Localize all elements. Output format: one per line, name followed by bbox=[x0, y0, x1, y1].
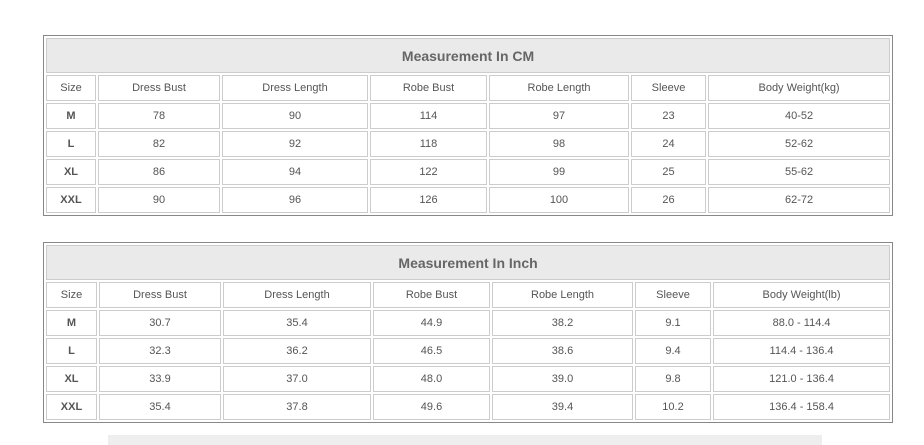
value-cell: 126 bbox=[370, 187, 487, 213]
size-cell: XXL bbox=[46, 394, 97, 420]
value-cell: 37.8 bbox=[223, 394, 371, 420]
table-row: XXL 90 96 126 100 26 62-72 bbox=[46, 187, 891, 213]
column-header: Size bbox=[46, 282, 97, 308]
value-cell: 39.0 bbox=[492, 366, 633, 392]
value-cell: 114.4 - 136.4 bbox=[713, 338, 891, 364]
table-row: L 82 92 118 98 24 52-62 bbox=[46, 131, 891, 157]
value-cell: 98 bbox=[489, 131, 629, 157]
column-header: Dress Length bbox=[222, 75, 368, 101]
value-cell: 49.6 bbox=[373, 394, 490, 420]
value-cell: 26 bbox=[631, 187, 706, 213]
value-cell: 121.0 - 136.4 bbox=[713, 366, 891, 392]
value-cell: 24 bbox=[631, 131, 706, 157]
column-header: Robe Bust bbox=[373, 282, 490, 308]
value-cell: 25 bbox=[631, 159, 706, 185]
value-cell: 35.4 bbox=[99, 394, 221, 420]
value-cell: 90 bbox=[98, 187, 220, 213]
column-header: Dress Bust bbox=[99, 282, 221, 308]
value-cell: 114 bbox=[370, 103, 487, 129]
value-cell: 88.0 - 114.4 bbox=[713, 310, 891, 336]
size-cell: M bbox=[46, 103, 96, 129]
column-header: Sleeve bbox=[635, 282, 711, 308]
value-cell: 44.9 bbox=[373, 310, 490, 336]
column-header: Size bbox=[46, 75, 96, 101]
column-header: Body Weight(lb) bbox=[713, 282, 891, 308]
value-cell: 40-52 bbox=[708, 103, 891, 129]
value-cell: 39.4 bbox=[492, 394, 633, 420]
value-cell: 33.9 bbox=[99, 366, 221, 392]
value-cell: 30.7 bbox=[99, 310, 221, 336]
column-header: Sleeve bbox=[631, 75, 706, 101]
value-cell: 38.2 bbox=[492, 310, 633, 336]
value-cell: 36.2 bbox=[223, 338, 371, 364]
bottom-strip bbox=[108, 435, 822, 445]
value-cell: 118 bbox=[370, 131, 487, 157]
value-cell: 23 bbox=[631, 103, 706, 129]
value-cell: 97 bbox=[489, 103, 629, 129]
size-cell: L bbox=[46, 338, 97, 364]
value-cell: 62-72 bbox=[708, 187, 891, 213]
value-cell: 78 bbox=[98, 103, 220, 129]
size-cell: XL bbox=[46, 366, 97, 392]
value-cell: 99 bbox=[489, 159, 629, 185]
value-cell: 55-62 bbox=[708, 159, 891, 185]
value-cell: 10.2 bbox=[635, 394, 711, 420]
value-cell: 90 bbox=[222, 103, 368, 129]
value-cell: 86 bbox=[98, 159, 220, 185]
value-cell: 94 bbox=[222, 159, 368, 185]
value-cell: 82 bbox=[98, 131, 220, 157]
header-row: Size Dress Bust Dress Length Robe Bust Robe … bbox=[46, 282, 891, 308]
table-row: XL 33.9 37.0 48.0 39.0 9.8 121.0 - 136.4 bbox=[46, 366, 891, 392]
column-header: Robe Length bbox=[492, 282, 633, 308]
value-cell: 9.1 bbox=[635, 310, 711, 336]
value-cell: 48.0 bbox=[373, 366, 490, 392]
column-header: Dress Length bbox=[223, 282, 371, 308]
value-cell: 96 bbox=[222, 187, 368, 213]
value-cell: 37.0 bbox=[223, 366, 371, 392]
header-row: Size Dress Bust Dress Length Robe Bust Robe … bbox=[46, 75, 891, 101]
size-cell: XXL bbox=[46, 187, 96, 213]
table-row: M 30.7 35.4 44.9 38.2 9.1 88.0 - 114.4 bbox=[46, 310, 891, 336]
column-header: Dress Bust bbox=[98, 75, 220, 101]
value-cell: 100 bbox=[489, 187, 629, 213]
table-row: M 78 90 114 97 23 40-52 bbox=[46, 103, 891, 129]
size-cell: L bbox=[46, 131, 96, 157]
table-title: Measurement In Inch bbox=[46, 245, 891, 280]
value-cell: 9.4 bbox=[635, 338, 711, 364]
value-cell: 38.6 bbox=[492, 338, 633, 364]
table-title: Measurement In CM bbox=[46, 38, 891, 73]
column-header: Robe Length bbox=[489, 75, 629, 101]
inch-measurement-table: Measurement In Inch Size Dress Bust Dress L… bbox=[43, 242, 894, 423]
value-cell: 46.5 bbox=[373, 338, 490, 364]
table-row: XL 86 94 122 99 25 55-62 bbox=[46, 159, 891, 185]
value-cell: 136.4 - 158.4 bbox=[713, 394, 891, 420]
value-cell: 9.8 bbox=[635, 366, 711, 392]
column-header: Body Weight(kg) bbox=[708, 75, 891, 101]
value-cell: 32.3 bbox=[99, 338, 221, 364]
size-cell: XL bbox=[46, 159, 96, 185]
cm-measurement-table: Measurement In CM Size Dress Bust Dress Len… bbox=[43, 35, 894, 216]
value-cell: 35.4 bbox=[223, 310, 371, 336]
column-header: Robe Bust bbox=[370, 75, 487, 101]
table-row: L 32.3 36.2 46.5 38.6 9.4 114.4 - 136.4 bbox=[46, 338, 891, 364]
value-cell: 52-62 bbox=[708, 131, 891, 157]
table-row: XXL 35.4 37.8 49.6 39.4 10.2 136.4 - 158.4 bbox=[46, 394, 891, 420]
value-cell: 92 bbox=[222, 131, 368, 157]
value-cell: 122 bbox=[370, 159, 487, 185]
size-cell: M bbox=[46, 310, 97, 336]
